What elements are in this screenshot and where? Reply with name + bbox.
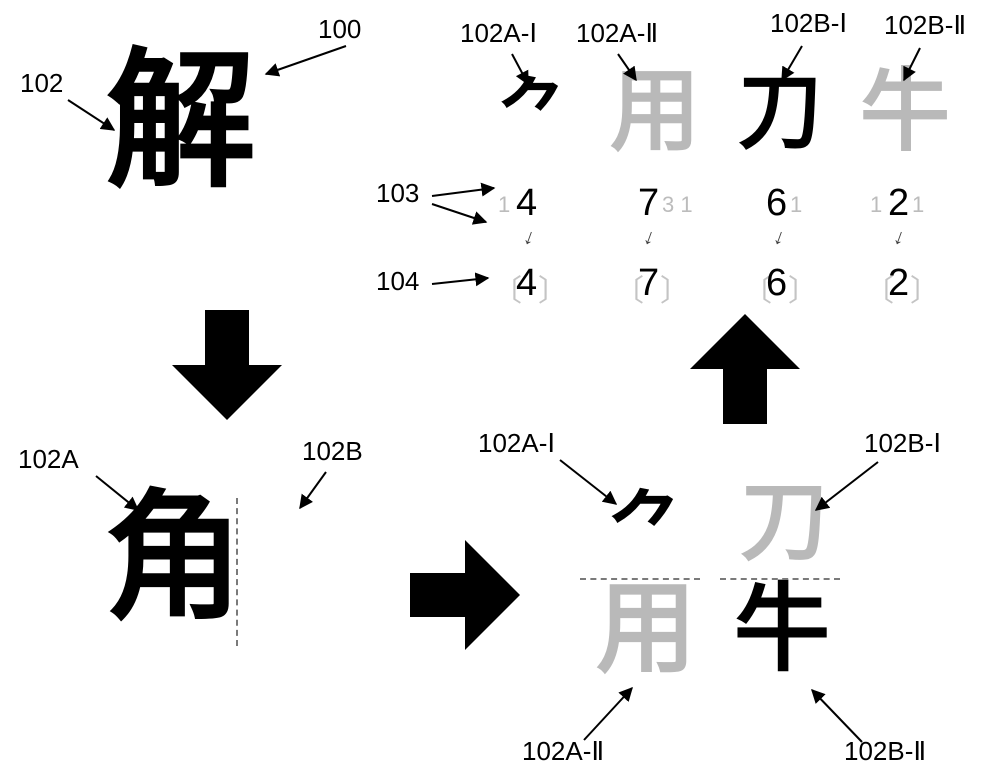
dash-vertical xyxy=(236,498,238,646)
ptr-a102AII_top xyxy=(618,54,636,80)
ptr-a103d xyxy=(432,204,486,222)
ptr-a102BII_top xyxy=(904,48,920,80)
ptr-a102BI_mid xyxy=(816,462,878,510)
big-arrow-down xyxy=(172,310,282,420)
big-arrow-right xyxy=(410,540,520,650)
big-arrow-up xyxy=(690,314,800,424)
ptr-a102 xyxy=(68,100,114,130)
ptr-a104 xyxy=(432,278,488,284)
diagram: { "colors": { "fg": "#000000", "gray": "… xyxy=(0,0,1000,763)
ptr-a102BII_bot xyxy=(812,690,862,742)
ptr-a102AI_top xyxy=(512,54,528,84)
ptr-a100 xyxy=(266,46,346,74)
ptr-a102AI_mid xyxy=(560,460,616,504)
ptr-a102A xyxy=(96,476,138,510)
dash-h-right xyxy=(720,578,840,580)
ptr-a102AII_bot xyxy=(584,688,632,740)
dash-h-left xyxy=(580,578,700,580)
ptr-a102B xyxy=(300,472,326,508)
ptr-a102BI_top xyxy=(782,46,802,80)
ptr-a103u xyxy=(432,188,494,196)
